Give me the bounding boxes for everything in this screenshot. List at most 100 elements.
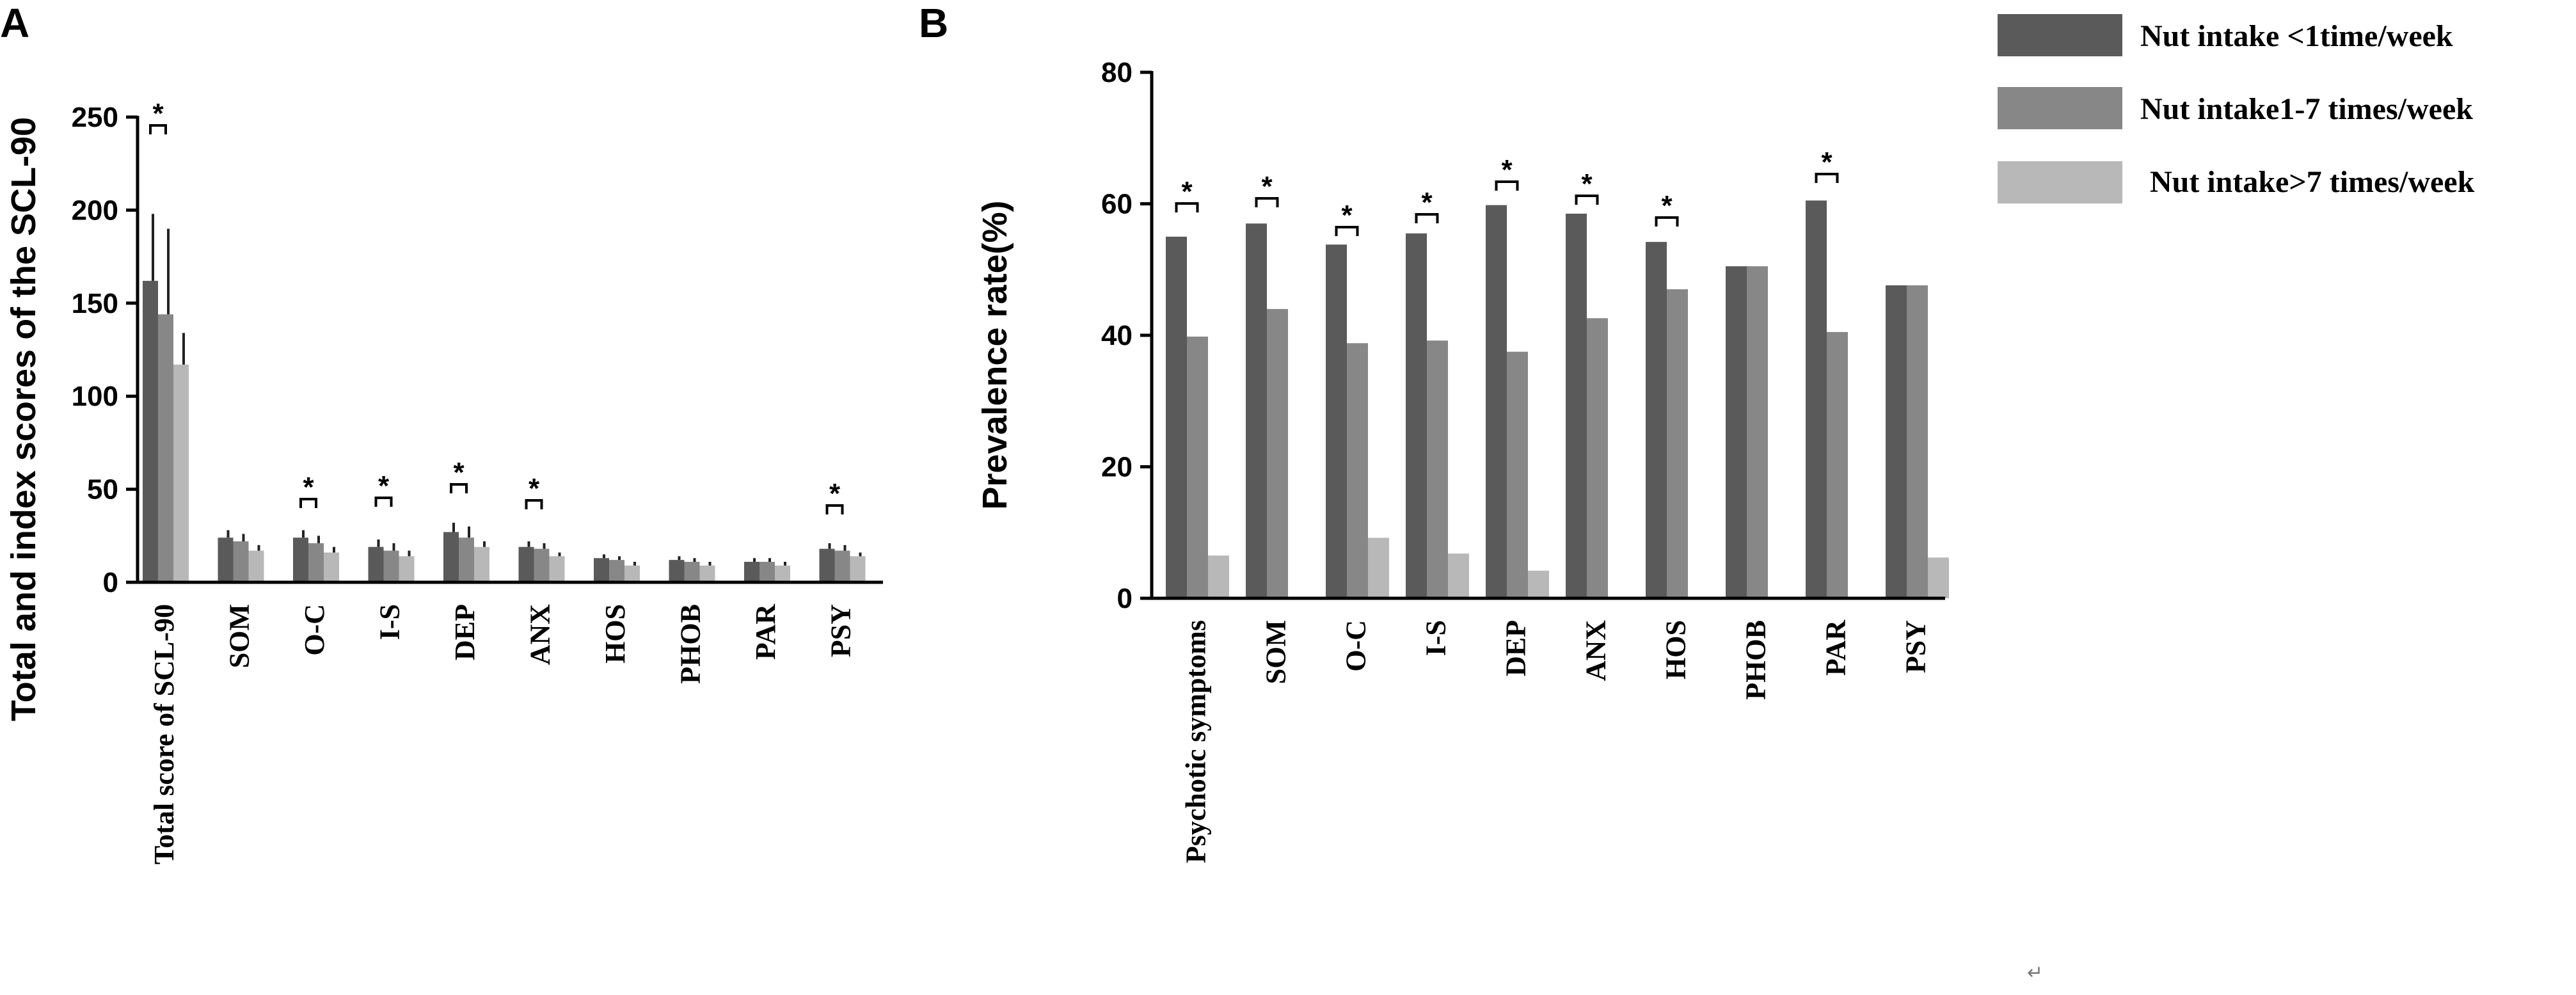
b-y-tick-label: 60 xyxy=(1101,189,1133,220)
a-bar xyxy=(459,537,474,582)
b-x-tick-label: HOS xyxy=(1660,620,1692,680)
b-x-tick-label: ANX xyxy=(1580,620,1612,681)
a-significance-bracket xyxy=(450,483,468,493)
a-bar xyxy=(218,537,234,582)
a-bar xyxy=(248,550,264,582)
panel-b-letter: B xyxy=(919,0,948,46)
b-significance-bracket xyxy=(1815,173,1839,183)
a-bar xyxy=(759,562,775,582)
b-significance-bracket xyxy=(1495,180,1519,191)
legend-swatch-1 xyxy=(1998,14,2122,56)
b-significance-star: * xyxy=(1341,200,1353,231)
b-significance-bracket xyxy=(1415,213,1439,223)
panel-a: A Total and index scores of the SCL-90 0… xyxy=(0,0,883,864)
a-significance-star: * xyxy=(152,98,164,129)
a-x-tick-label: PHOB xyxy=(675,604,706,684)
a-significance-bracket xyxy=(374,497,393,507)
b-significance-star: * xyxy=(1581,168,1593,200)
a-x-tick-label: I-S xyxy=(374,604,406,640)
b-significance-bracket xyxy=(1255,197,1279,207)
legend-swatch-2 xyxy=(1998,87,2122,129)
a-bar xyxy=(518,546,534,582)
a-significance-star: * xyxy=(453,457,465,488)
b-x-tick-label: PAR xyxy=(1820,619,1852,676)
b-bar xyxy=(1646,242,1667,599)
b-x-tick-label: Psychotic symptoms xyxy=(1181,620,1212,863)
a-bar xyxy=(594,558,609,582)
a-bar xyxy=(775,565,790,582)
b-x-tick-label: SOM xyxy=(1260,620,1292,684)
a-bar xyxy=(669,560,685,582)
b-bar xyxy=(1166,236,1187,598)
a-bar xyxy=(744,562,759,582)
b-bar xyxy=(1427,340,1448,598)
a-bar xyxy=(308,543,324,582)
a-bar xyxy=(609,560,624,582)
b-significance-star: * xyxy=(1261,171,1273,202)
b-y-tick-label: 0 xyxy=(1117,583,1133,614)
a-bar xyxy=(443,532,459,582)
b-bar xyxy=(1368,537,1389,598)
a-bar xyxy=(399,556,415,582)
b-y-tick-label: 40 xyxy=(1101,320,1133,351)
a-bar xyxy=(368,546,384,582)
b-bar xyxy=(1326,244,1347,599)
a-bar xyxy=(158,314,173,582)
b-significance-star: * xyxy=(1421,187,1433,218)
b-x-tick-label: PHOB xyxy=(1740,620,1772,700)
a-bar xyxy=(293,537,308,582)
a-bar xyxy=(324,552,339,582)
a-significance-bracket xyxy=(825,504,844,514)
panel-a-letter: A xyxy=(0,0,29,46)
b-bar xyxy=(1907,285,1928,598)
a-y-tick-label: 50 xyxy=(87,474,118,505)
a-bar xyxy=(624,565,640,582)
panel-b-y-axis-label: Prevalence rate(%) xyxy=(976,200,1014,509)
a-x-tick-label: DEP xyxy=(449,604,481,660)
a-bar xyxy=(699,565,715,582)
a-bar xyxy=(143,280,158,582)
b-significance-bracket xyxy=(1575,195,1599,205)
b-bar xyxy=(1448,553,1469,598)
a-significance-star: * xyxy=(378,470,390,502)
b-y-tick-label: 20 xyxy=(1101,452,1133,483)
a-x-tick-label: Total score of SCL-90 xyxy=(148,604,180,864)
a-significance-star: * xyxy=(529,473,540,504)
b-significance-star: * xyxy=(1661,190,1673,221)
b-bar xyxy=(1486,205,1507,598)
b-bar xyxy=(1806,200,1827,598)
a-y-tick-label: 100 xyxy=(72,381,118,412)
b-x-tick-label: DEP xyxy=(1500,620,1532,676)
panel-b: B Prevalence rate(%) 0 20 40 60 80 Psychotic… xyxy=(919,0,1949,863)
legend-swatch-3 xyxy=(1998,161,2122,203)
b-x-tick-label: PSY xyxy=(1900,620,1932,673)
a-significance-bracket xyxy=(525,499,543,509)
a-significance-star: * xyxy=(829,478,841,509)
b-bar xyxy=(1267,308,1288,598)
a-significance-bracket xyxy=(149,124,167,134)
b-y-tick-label: 80 xyxy=(1101,57,1133,88)
a-bar xyxy=(684,562,700,582)
b-significance-star: * xyxy=(1821,147,1833,178)
a-bar xyxy=(233,541,249,582)
b-bar xyxy=(1928,557,1949,598)
b-significance-bracket xyxy=(1655,216,1679,227)
a-bar xyxy=(534,548,550,582)
b-significance-bracket xyxy=(1175,202,1199,212)
b-significance-star: * xyxy=(1501,154,1513,186)
b-bar xyxy=(1566,213,1587,599)
a-x-tick-label: ANX xyxy=(525,604,556,665)
a-x-tick-label: HOS xyxy=(600,604,631,664)
b-bar xyxy=(1347,343,1368,598)
b-bar xyxy=(1507,351,1528,598)
a-y-tick-label: 200 xyxy=(72,195,118,226)
return-mark: ↵ xyxy=(2027,962,2043,983)
legend-label-1: Nut intake <1time/week xyxy=(2140,19,2453,53)
a-bar xyxy=(549,556,565,582)
b-x-tick-label: O-C xyxy=(1340,620,1372,672)
a-bar xyxy=(474,546,489,582)
a-x-tick-label: PAR xyxy=(750,603,781,660)
b-bar xyxy=(1187,337,1208,598)
a-x-tick-label: SOM xyxy=(224,604,255,668)
